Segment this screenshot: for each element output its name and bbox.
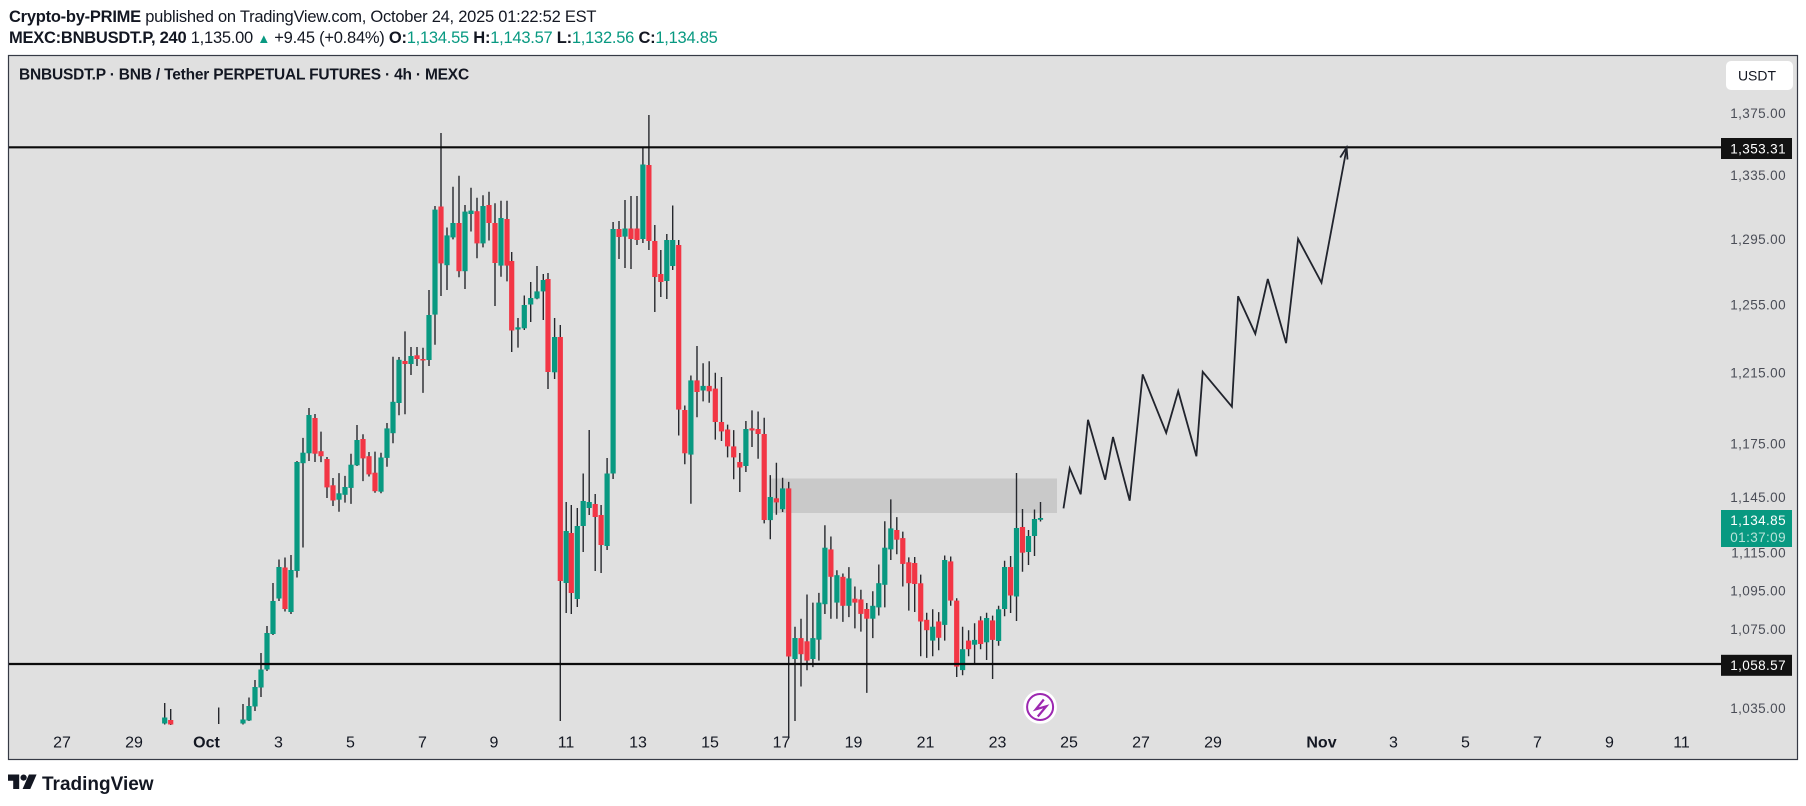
svg-text:11: 11: [558, 734, 575, 751]
svg-text:1,335.00: 1,335.00: [1730, 168, 1786, 183]
svg-text:01:37:09: 01:37:09: [1730, 530, 1786, 545]
svg-text:27: 27: [1132, 734, 1150, 751]
svg-text:3: 3: [1389, 734, 1398, 751]
svg-text:9: 9: [1605, 734, 1614, 751]
svg-text:Crypto-by-PRIME published on T: Crypto-by-PRIME published on TradingView…: [9, 8, 596, 26]
svg-text:Oct: Oct: [193, 734, 220, 751]
svg-text:MEXC:BNBUSDT.P, 240 1,135.00: MEXC:BNBUSDT.P, 240 1,135.00 ▲ +9.45 (+0…: [9, 29, 718, 47]
svg-text:1,115.00: 1,115.00: [1731, 545, 1786, 560]
svg-text:1,353.31: 1,353.31: [1730, 141, 1786, 156]
svg-text:Nov: Nov: [1306, 734, 1336, 751]
svg-text:7: 7: [1533, 734, 1542, 751]
svg-text:1,035.00: 1,035.00: [1730, 701, 1786, 716]
svg-text:BNBUSDT.P · BNB / Tether PERPE: BNBUSDT.P · BNB / Tether PERPETUAL FUTUR…: [19, 67, 469, 84]
svg-text:1,075.00: 1,075.00: [1730, 622, 1786, 637]
svg-text:15: 15: [701, 734, 719, 751]
svg-text:1,215.00: 1,215.00: [1730, 365, 1786, 380]
svg-text:1,255.00: 1,255.00: [1730, 298, 1786, 313]
svg-text:21: 21: [917, 734, 935, 751]
svg-text:23: 23: [989, 734, 1007, 751]
svg-text:1,058.57: 1,058.57: [1730, 658, 1786, 673]
svg-text:27: 27: [53, 734, 71, 751]
svg-text:29: 29: [1204, 734, 1222, 751]
svg-text:5: 5: [1461, 734, 1470, 751]
svg-text:TradingView: TradingView: [42, 774, 154, 795]
svg-text:1,295.00: 1,295.00: [1730, 232, 1786, 247]
svg-text:1,375.00: 1,375.00: [1730, 106, 1786, 121]
svg-text:29: 29: [125, 734, 143, 751]
svg-text:1,145.00: 1,145.00: [1730, 490, 1786, 505]
svg-text:3: 3: [274, 734, 283, 751]
svg-text:5: 5: [346, 734, 355, 751]
svg-text:25: 25: [1060, 734, 1078, 751]
svg-text:USDT: USDT: [1738, 68, 1777, 84]
svg-text:7: 7: [418, 734, 427, 751]
svg-text:1,095.00: 1,095.00: [1730, 583, 1786, 598]
svg-text:1,175.00: 1,175.00: [1730, 436, 1786, 451]
svg-text:9: 9: [490, 734, 499, 751]
svg-text:1,134.85: 1,134.85: [1730, 513, 1786, 528]
svg-text:11: 11: [1673, 734, 1690, 751]
svg-text:13: 13: [629, 734, 647, 751]
svg-text:19: 19: [845, 734, 863, 751]
svg-text:17: 17: [773, 734, 791, 751]
